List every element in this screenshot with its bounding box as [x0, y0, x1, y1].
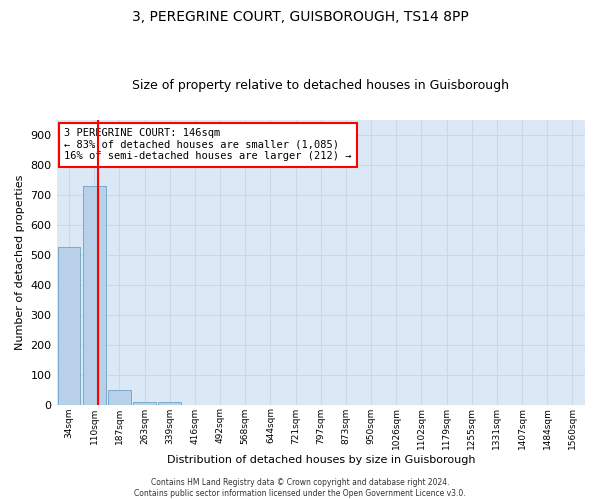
Bar	[58, 248, 80, 404]
Bar	[108, 390, 131, 404]
Text: 3 PEREGRINE COURT: 146sqm
← 83% of detached houses are smaller (1,085)
16% of se: 3 PEREGRINE COURT: 146sqm ← 83% of detac…	[64, 128, 352, 162]
Bar	[83, 186, 106, 404]
X-axis label: Distribution of detached houses by size in Guisborough: Distribution of detached houses by size …	[167, 455, 475, 465]
Bar	[133, 402, 156, 404]
Bar	[158, 402, 181, 404]
Text: Contains HM Land Registry data © Crown copyright and database right 2024.
Contai: Contains HM Land Registry data © Crown c…	[134, 478, 466, 498]
Y-axis label: Number of detached properties: Number of detached properties	[15, 174, 25, 350]
Text: 3, PEREGRINE COURT, GUISBOROUGH, TS14 8PP: 3, PEREGRINE COURT, GUISBOROUGH, TS14 8P…	[131, 10, 469, 24]
Title: Size of property relative to detached houses in Guisborough: Size of property relative to detached ho…	[132, 79, 509, 92]
